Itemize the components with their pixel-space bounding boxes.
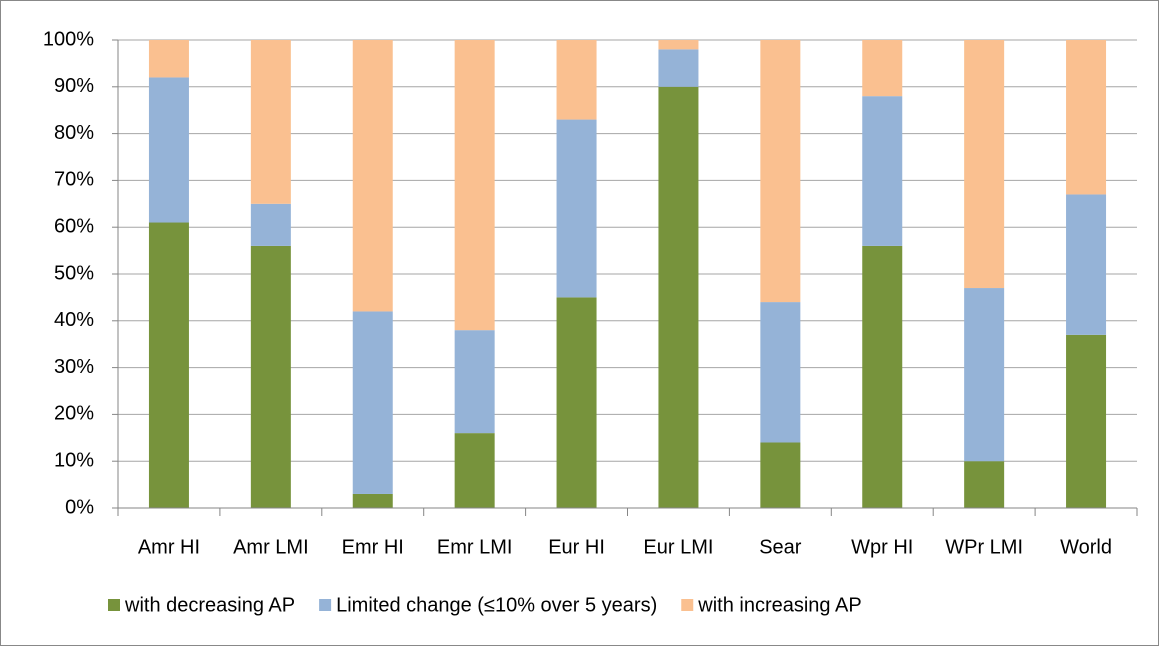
bar-segment bbox=[454, 433, 495, 508]
x-tick-label: Emr HI bbox=[342, 536, 404, 558]
bar-segment bbox=[1066, 334, 1107, 508]
x-tick-label: Amr LMI bbox=[233, 536, 309, 558]
x-tick-label: World bbox=[1060, 536, 1112, 558]
legend-swatch bbox=[319, 599, 332, 611]
bar-segment bbox=[658, 49, 699, 87]
x-tick-label: WPr LMI bbox=[945, 536, 1023, 558]
x-tick-label: Eur LMI bbox=[643, 536, 713, 558]
legend-label: with increasing AP bbox=[697, 594, 861, 616]
y-tick-label: 80% bbox=[54, 122, 94, 144]
bar-segment bbox=[556, 119, 597, 298]
bar-segment bbox=[250, 40, 291, 204]
bar-segment bbox=[760, 302, 801, 443]
bar-segment bbox=[454, 40, 495, 331]
x-tick-label: Amr HI bbox=[138, 536, 200, 558]
bar-segment bbox=[760, 40, 801, 303]
y-tick-label: 20% bbox=[54, 403, 94, 425]
bar-segment bbox=[250, 245, 291, 509]
bar-segment bbox=[454, 330, 495, 434]
bar-segment bbox=[1066, 40, 1107, 195]
legend-label: with decreasing AP bbox=[124, 594, 295, 616]
bar-segment bbox=[964, 288, 1005, 462]
bar-segment bbox=[658, 86, 699, 509]
bar-segment bbox=[556, 297, 597, 508]
bar-segment bbox=[148, 222, 189, 508]
bar-segment bbox=[964, 461, 1005, 508]
bar-segment bbox=[148, 77, 189, 223]
y-tick-label: 40% bbox=[54, 309, 94, 331]
bar-segment bbox=[658, 40, 699, 50]
y-tick-label: 50% bbox=[54, 262, 94, 284]
bar-segment bbox=[760, 442, 801, 508]
y-tick-label: 10% bbox=[54, 449, 94, 471]
bar-segment bbox=[964, 40, 1005, 289]
legend-swatch bbox=[108, 599, 120, 611]
x-tick-label: Emr LMI bbox=[437, 536, 513, 558]
bar-segment bbox=[862, 40, 903, 97]
y-tick-label: 0% bbox=[65, 496, 94, 518]
y-tick-label: 70% bbox=[54, 169, 94, 191]
x-tick-label: Sear bbox=[759, 536, 802, 558]
x-tick-label: Eur HI bbox=[548, 536, 605, 558]
bar-segment bbox=[148, 40, 189, 78]
legend-swatch bbox=[681, 599, 694, 611]
legend-label: Limited change (≤10% over 5 years) bbox=[336, 594, 657, 616]
bar-segment bbox=[352, 493, 393, 508]
x-tick-label: Wpr HI bbox=[851, 536, 913, 558]
y-tick-label: 90% bbox=[54, 75, 94, 97]
bar-segment bbox=[862, 245, 903, 509]
bar-segment bbox=[1066, 194, 1107, 335]
bar-segment bbox=[862, 96, 903, 246]
bar-segment bbox=[556, 40, 597, 120]
y-tick-label: 30% bbox=[54, 356, 94, 378]
y-tick-label: 100% bbox=[43, 28, 94, 50]
bar-segment bbox=[352, 311, 393, 494]
bar-segment bbox=[250, 203, 291, 246]
bar-segment bbox=[352, 40, 393, 312]
y-tick-label: 60% bbox=[54, 215, 94, 237]
